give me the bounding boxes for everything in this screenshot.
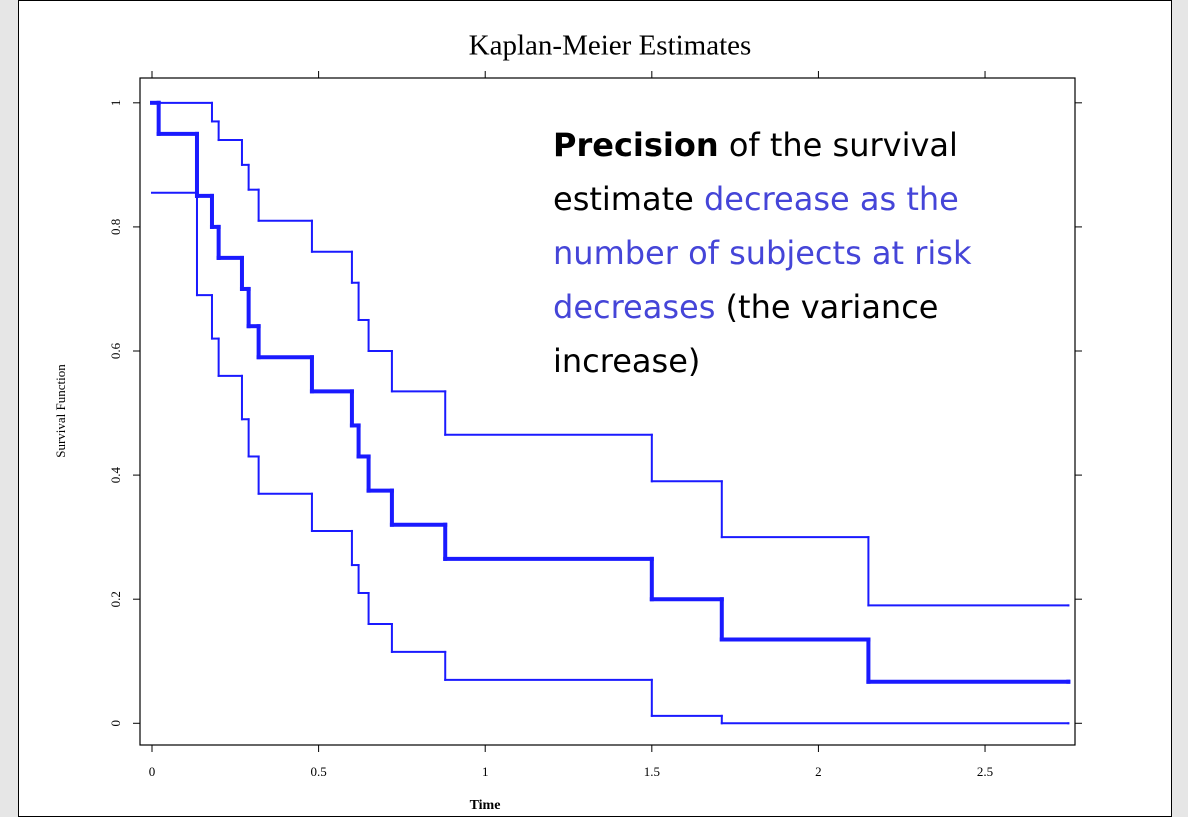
y-axis-label: Survival Function (53, 364, 68, 458)
x-tick-label: 0 (149, 764, 156, 779)
x-tick-label: 0.5 (310, 764, 326, 779)
annotation-part: Precision (553, 126, 719, 164)
chart-title: Kaplan-Meier Estimates (469, 30, 752, 62)
y-tick-label: 0.8 (108, 219, 123, 235)
x-tick-label: 2.5 (977, 764, 993, 779)
x-tick-label: 2 (815, 764, 822, 779)
annotation: Precision of the survival estimate decre… (553, 118, 1043, 388)
y-tick-label: 1 (108, 100, 123, 107)
annotation-part: (the variance increase) (553, 288, 939, 380)
annotation-part: decrease as the number of subjects at ri… (553, 180, 972, 326)
x-tick-label: 1.5 (644, 764, 660, 779)
x-axis-label: Time (470, 798, 501, 813)
x-tick-label: 1 (482, 764, 489, 779)
annotation-part: of the survival estimate (553, 126, 958, 218)
y-tick-label: 0.6 (108, 342, 123, 359)
y-tick-label: 0.4 (108, 466, 123, 483)
y-tick-label: 0 (108, 720, 123, 727)
plot-frame (139, 77, 1076, 746)
y-tick-label: 0.2 (108, 591, 123, 607)
